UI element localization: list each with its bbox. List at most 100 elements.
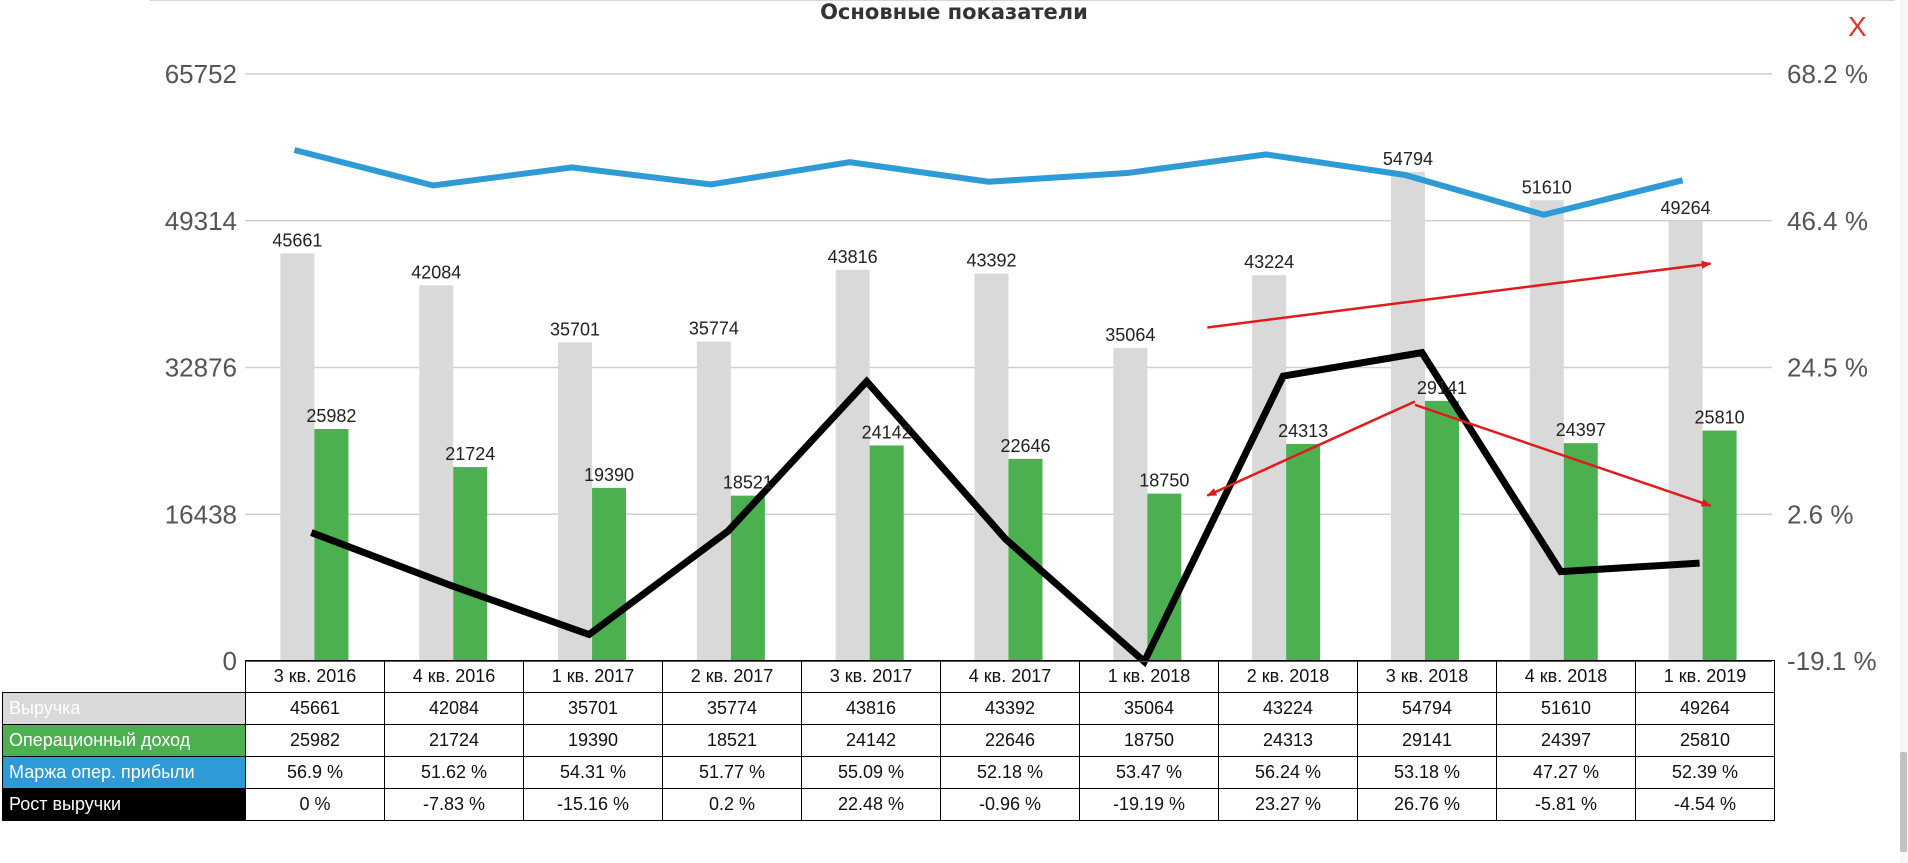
table-cell: 43816 bbox=[801, 692, 941, 725]
annotation-arrow bbox=[1207, 260, 1712, 329]
bar-data-label: 43816 bbox=[828, 247, 878, 267]
bar-data-label: 45661 bbox=[272, 230, 322, 250]
right-axis-tick-label: 68.2 % bbox=[1787, 59, 1868, 89]
bar bbox=[696, 341, 731, 661]
table-cell: 18521 bbox=[662, 724, 802, 757]
category-header-cell: 4 кв. 2017 bbox=[940, 660, 1080, 693]
table-cell: 51.62 % bbox=[384, 756, 524, 789]
bar-data-label: 21724 bbox=[445, 444, 495, 464]
left-axis-tick-label: 16438 bbox=[165, 499, 237, 529]
table-cell: -5.81 % bbox=[1496, 788, 1636, 821]
bar-data-label: 43224 bbox=[1244, 252, 1294, 272]
table-cell: 51.77 % bbox=[662, 756, 802, 789]
bar-data-label: 18521 bbox=[723, 473, 773, 493]
bar bbox=[1113, 347, 1148, 661]
bar bbox=[1563, 443, 1598, 661]
table-row: Выручка 45661 42084 35701 35774 43816 43392 350… bbox=[2, 692, 1775, 725]
table-cell: 49264 bbox=[1635, 692, 1775, 725]
scrollbar[interactable] bbox=[1900, 0, 1908, 863]
bar-data-label: 51610 bbox=[1522, 177, 1572, 197]
right-axis-tick-label: 24.5 % bbox=[1787, 353, 1868, 383]
bar-data-label: 43392 bbox=[966, 251, 1016, 271]
table-cell: 43224 bbox=[1218, 692, 1358, 725]
bar bbox=[1702, 430, 1737, 661]
table-cell: -15.16 % bbox=[523, 788, 663, 821]
category-header-cell: 3 кв. 2017 bbox=[801, 660, 941, 693]
bar-data-label: 19390 bbox=[584, 465, 634, 485]
right-axis-tick-label: -19.1 % bbox=[1787, 646, 1877, 676]
table-cell: 23.27 % bbox=[1218, 788, 1358, 821]
bar-data-label: 25982 bbox=[306, 406, 356, 426]
bar-data-label: 24397 bbox=[1556, 420, 1606, 440]
table-cell: 25982 bbox=[245, 724, 385, 757]
bar bbox=[1529, 200, 1564, 661]
category-header-cell: 1 кв. 2018 bbox=[1079, 660, 1219, 693]
bar bbox=[835, 269, 870, 661]
bar-data-label: 18750 bbox=[1139, 471, 1189, 491]
category-header-cell: 4 кв. 2016 bbox=[384, 660, 524, 693]
bar-data-label: 54794 bbox=[1383, 149, 1433, 169]
bar-data-label: 29141 bbox=[1417, 378, 1467, 398]
left-axis-tick-label: 65752 bbox=[165, 59, 237, 89]
bar-data-label: 25810 bbox=[1695, 408, 1745, 428]
table-cell: 22.48 % bbox=[801, 788, 941, 821]
left-axis-tick-label: 32876 bbox=[165, 353, 237, 383]
table-cell: 54.31 % bbox=[523, 756, 663, 789]
bar bbox=[1147, 493, 1182, 661]
table-cell: 55.09 % bbox=[801, 756, 941, 789]
right-axis-tick-label: 2.6 % bbox=[1787, 499, 1854, 529]
table-cell: 29141 bbox=[1357, 724, 1497, 757]
table-cell: 54794 bbox=[1357, 692, 1497, 725]
chart-title: Основные показатели bbox=[820, 0, 1088, 24]
series-row-label: Маржа опер. прибыли bbox=[2, 756, 246, 789]
annotation-arrow bbox=[1414, 403, 1712, 507]
bar bbox=[453, 467, 488, 661]
table-cell: 47.27 % bbox=[1496, 756, 1636, 789]
top-border bbox=[150, 0, 1895, 1]
bar bbox=[419, 285, 454, 661]
bar bbox=[1390, 171, 1425, 661]
table-cell: 45661 bbox=[245, 692, 385, 725]
table-cell: -0.96 % bbox=[940, 788, 1080, 821]
category-header-cell: 2 кв. 2017 bbox=[662, 660, 802, 693]
right-axis-tick-label: 46.4 % bbox=[1787, 206, 1868, 236]
table-cell: 35774 bbox=[662, 692, 802, 725]
table-cell: 53.18 % bbox=[1357, 756, 1497, 789]
table-row: Операционный доход 25982 21724 19390 18521 24… bbox=[2, 724, 1775, 757]
data-table: 3 кв. 2016 4 кв. 2016 1 кв. 2017 2 кв. 2017… bbox=[2, 660, 1775, 821]
table-cell: -19.19 % bbox=[1079, 788, 1219, 821]
bar bbox=[974, 273, 1009, 661]
category-header-cell: 4 кв. 2018 bbox=[1496, 660, 1636, 693]
bar-data-label: 35774 bbox=[689, 319, 739, 339]
bar-data-label: 22646 bbox=[1000, 436, 1050, 456]
table-cell: 56.9 % bbox=[245, 756, 385, 789]
bar bbox=[1668, 221, 1703, 661]
table-cell: 56.24 % bbox=[1218, 756, 1358, 789]
bar-data-label: 35064 bbox=[1105, 325, 1155, 345]
table-row: Маржа опер. прибыли 56.9 % 51.62 % 54.31 % 5… bbox=[2, 756, 1775, 789]
scrollbar-thumb[interactable] bbox=[1900, 752, 1907, 852]
category-header-cell: 2 кв. 2018 bbox=[1218, 660, 1358, 693]
table-cell: 52.18 % bbox=[940, 756, 1080, 789]
category-header-cell: 3 кв. 2016 bbox=[245, 660, 385, 693]
series-row-label: Рост выручки bbox=[2, 788, 246, 821]
bar-data-label: 24142 bbox=[862, 422, 912, 442]
table-cell: -7.83 % bbox=[384, 788, 524, 821]
table-cell: 35064 bbox=[1079, 692, 1219, 725]
bar bbox=[869, 445, 904, 661]
series-line bbox=[310, 348, 1700, 668]
table-cell: 52.39 % bbox=[1635, 756, 1775, 789]
bar bbox=[558, 342, 593, 661]
table-cell: 21724 bbox=[384, 724, 524, 757]
table-cell: 24142 bbox=[801, 724, 941, 757]
table-cell: 22646 bbox=[940, 724, 1080, 757]
table-cell: 25810 bbox=[1635, 724, 1775, 757]
series-line bbox=[293, 147, 1684, 218]
table-cell: 18750 bbox=[1079, 724, 1219, 757]
annotation-arrow bbox=[1206, 400, 1416, 497]
table-cell: 43392 bbox=[940, 692, 1080, 725]
table-cell: 42084 bbox=[384, 692, 524, 725]
category-header-cell: 1 кв. 2017 bbox=[523, 660, 663, 693]
close-button[interactable]: X bbox=[1848, 11, 1867, 42]
